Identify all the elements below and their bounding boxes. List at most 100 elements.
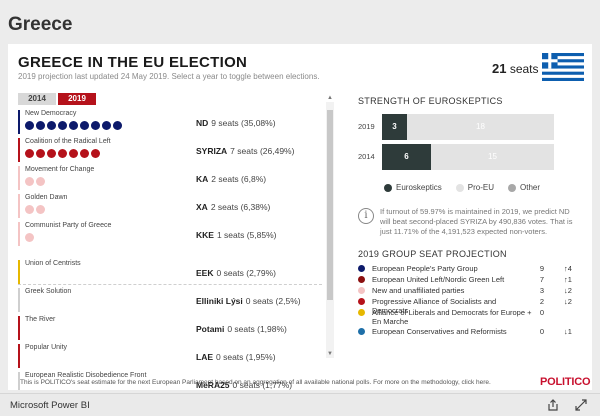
- party-seats: Potami 0 seats (1,98%): [196, 324, 287, 334]
- group-name: European People's Party Group: [372, 264, 478, 273]
- seat-dot: [69, 121, 78, 130]
- party-abbr: MeRA25: [196, 380, 230, 390]
- euroskeptic-bar-row: 2014 6 15: [358, 144, 554, 170]
- scrollbar-thumb[interactable]: [327, 110, 333, 300]
- party-seats: MeRA25 0 seats (1,77%): [196, 380, 292, 390]
- scroll-up-arrow[interactable]: ▲: [327, 95, 333, 101]
- party-row[interactable]: Communist Party of Greece KKE 1 seats (5,8…: [18, 220, 322, 248]
- powerbi-bottom-bar: Microsoft Power BI: [0, 393, 600, 416]
- seat-dot: [80, 149, 89, 158]
- party-abbr: SYRIZA: [196, 146, 228, 156]
- legend-item-other[interactable]: Other: [508, 183, 540, 192]
- seat-dot: [47, 149, 56, 158]
- methodology-footnote[interactable]: This is POLITICO's seat estimate for the…: [20, 379, 491, 386]
- powerbi-link[interactable]: Microsoft Power BI: [10, 400, 90, 411]
- group-seat-change: ↑1: [564, 275, 572, 284]
- group-name: New and unaffiliated parties: [372, 286, 465, 295]
- party-color-accent: [18, 260, 20, 284]
- politico-logo[interactable]: POLITICO: [540, 376, 591, 388]
- party-color-accent: [18, 222, 20, 246]
- party-seats: Elliniki Lýsi 0 seats (2,5%): [196, 296, 301, 306]
- seat-dot: [58, 149, 67, 158]
- party-seats: XA 2 seats (6,38%): [196, 202, 270, 212]
- turnout-info-text: If turnout of 59.97% is maintained in 20…: [380, 207, 573, 236]
- party-row[interactable]: Golden Dawn XA 2 seats (6,38%): [18, 192, 322, 220]
- seat-dot: [25, 177, 34, 186]
- euroskeptic-bar[interactable]: 6 15: [382, 144, 554, 170]
- party-seat-text: 7 seats (26,49%): [230, 146, 295, 156]
- seat-dots: [25, 121, 122, 130]
- party-seat-text: 0 seats (1,77%): [232, 380, 293, 390]
- fullscreen-icon[interactable]: [574, 398, 588, 412]
- group-color-dot: [358, 309, 365, 316]
- projection-title: 2019 GROUP SEAT PROJECTION: [358, 249, 507, 259]
- year-tab-2014[interactable]: 2014: [18, 93, 56, 105]
- year-tab-2019[interactable]: 2019: [58, 93, 96, 105]
- page-title: GREECE IN THE EU ELECTION: [18, 54, 248, 71]
- party-abbr: EEK: [196, 268, 214, 278]
- seat-dot: [91, 121, 100, 130]
- bar-segment-euroskeptics: 3: [382, 114, 407, 140]
- euroskeptic-bar[interactable]: 3 18: [382, 114, 554, 140]
- party-name: European Realistic Disobedience Front: [25, 372, 147, 379]
- group-row[interactable]: Progressive Alliance of Socialists and D…: [358, 297, 584, 315]
- legend-label: Pro-EU: [467, 183, 495, 192]
- party-row[interactable]: New Democracy ND 9 seats (35,08%): [18, 108, 322, 136]
- party-row[interactable]: Greek Solution Elliniki Lýsi 0 seats (2,5%…: [18, 286, 322, 314]
- party-row[interactable]: European Realistic Disobedience Front MeR…: [18, 370, 322, 390]
- legend-swatch-other: [508, 183, 517, 192]
- group-row[interactable]: European United Left/Nordic Green Left 7 ↑…: [358, 275, 584, 286]
- party-seats: EEK 0 seats (2,79%): [196, 268, 276, 278]
- party-row[interactable]: Union of Centrists EEK 0 seats (2,79%): [18, 258, 322, 286]
- seats-total-number: 21: [492, 61, 507, 76]
- party-abbr: Elliniki Lýsi: [196, 296, 243, 306]
- year-tabs: 2014 2019: [18, 93, 96, 105]
- euroskeptics-legend: Euroskeptics Pro-EU Other: [384, 183, 540, 192]
- group-row[interactable]: European Conservatives and Reformists 0 ↓1: [358, 327, 584, 338]
- share-icon[interactable]: [546, 398, 560, 412]
- party-row[interactable]: Movement for Change KA 2 seats (6,8%): [18, 164, 322, 192]
- group-seats: 3: [539, 286, 545, 295]
- seat-dot: [58, 121, 67, 130]
- seat-dots: [25, 149, 100, 158]
- party-color-accent: [18, 194, 20, 218]
- legend-item-pro-eu[interactable]: Pro-EU: [455, 183, 495, 192]
- party-color-accent: [18, 110, 20, 134]
- party-seats: LAE 0 seats (1,95%): [196, 352, 276, 362]
- seat-dot: [36, 205, 45, 214]
- party-row[interactable]: Coalition of the Radical Left SYRIZA 7 sea…: [18, 136, 322, 164]
- group-row[interactable]: Alliance of Liberals and Democrats for E…: [358, 308, 584, 326]
- legend-label: Other: [520, 183, 541, 192]
- group-row[interactable]: New and unaffiliated parties 3 ↓2: [358, 286, 584, 297]
- group-seat-change: ↓1: [564, 327, 572, 336]
- party-seat-text: 0 seats (2,79%): [216, 268, 277, 278]
- bar-segment-euroskeptics: 6: [382, 144, 431, 170]
- country-title: Greece: [8, 14, 73, 35]
- party-name: The River: [25, 316, 56, 323]
- group-name: Progressive Alliance of Socialists and D…: [372, 297, 497, 315]
- info-icon: i: [358, 208, 374, 224]
- party-abbr: KA: [196, 174, 209, 184]
- seat-dot: [36, 177, 45, 186]
- seat-dot: [69, 149, 78, 158]
- legend-label: Euroskeptics: [396, 183, 442, 192]
- seat-dot: [25, 233, 34, 242]
- party-name: New Democracy: [25, 110, 77, 117]
- party-name: Movement for Change: [25, 166, 95, 173]
- legend-swatch-pro-eu: [455, 183, 464, 192]
- party-row[interactable]: The River Potami 0 seats (1,98%): [18, 314, 322, 342]
- party-abbr: LAE: [196, 352, 213, 362]
- group-row[interactable]: European People's Party Group 9 ↑4: [358, 264, 584, 275]
- party-row[interactable]: Popular Unity LAE 0 seats (1,95%): [18, 342, 322, 370]
- seat-dot: [25, 205, 34, 214]
- group-name: European United Left/Nordic Green Left: [372, 275, 505, 284]
- party-abbr: Potami: [196, 324, 225, 334]
- scroll-down-arrow[interactable]: ▼: [327, 351, 333, 357]
- party-seats: SYRIZA 7 seats (26,49%): [196, 146, 294, 156]
- seat-dot: [36, 149, 45, 158]
- party-abbr: XA: [196, 202, 208, 212]
- seat-dots: [25, 177, 45, 186]
- group-seats: 0: [539, 327, 545, 336]
- party-name: Golden Dawn: [25, 194, 68, 201]
- legend-item-euroskeptics[interactable]: Euroskeptics: [384, 183, 442, 192]
